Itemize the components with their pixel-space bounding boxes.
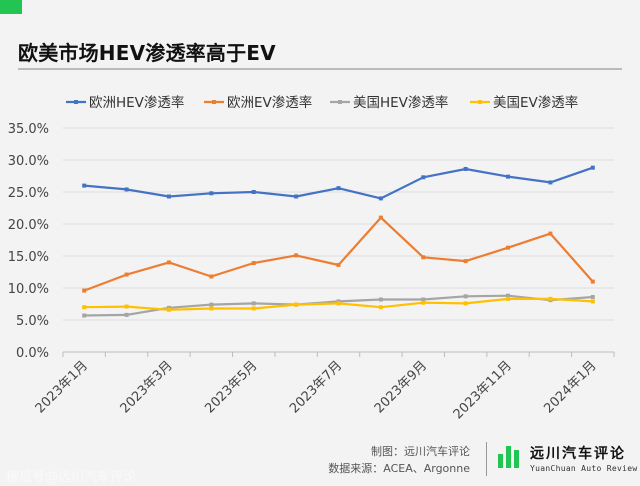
watermark: 搜狐号@远川汽车评论 [6,470,137,485]
series-美国EV渗透率 [82,296,595,312]
y-tick-label: 0.0% [16,346,49,361]
top-accent-bar [0,0,22,14]
data-point [421,297,426,302]
x-tick-label: 2023年7月 [287,358,345,416]
x-axis [62,351,615,357]
data-point [336,186,341,191]
y-tick-label: 35.0% [8,122,49,137]
brand-bars-icon [498,446,528,468]
x-tick-label: 2023年5月 [202,358,260,416]
x-tick-label: 2023年9月 [372,358,430,416]
data-point [378,305,383,310]
data-point [463,166,468,171]
data-point [82,313,87,318]
data-point [294,194,299,199]
x-tick-label: 2023年11月 [451,358,515,422]
data-source: 数据来源：ACEA、Argonne [328,462,470,475]
data-point [82,288,87,293]
legend-label: 欧洲HEV渗透率 [89,94,184,111]
data-point [82,183,87,188]
y-tick-label: 20.0% [8,218,49,233]
data-point [463,301,468,306]
data-point [209,302,214,307]
legend-label: 美国EV渗透率 [493,94,578,111]
data-point [209,191,214,196]
data-point [82,305,87,310]
legend-marker [338,100,342,104]
grid-lines [63,127,614,321]
data-point [463,259,468,264]
legend-marker [74,100,78,104]
data-point [421,175,426,180]
data-point [251,301,256,306]
x-tick-label: 2023年3月 [118,358,176,416]
data-point [590,294,595,299]
data-point [590,279,595,284]
data-point [166,194,171,199]
y-tick-label: 30.0% [8,154,49,169]
data-point [506,174,511,179]
data-point [209,306,214,311]
data-point [378,196,383,201]
data-point [421,255,426,260]
data-point [294,253,299,258]
data-point [251,261,256,266]
legend-marker [478,100,482,104]
data-point [336,301,341,306]
data-point [506,245,511,250]
data-point [548,180,553,185]
data-point [166,260,171,265]
legend-label: 欧洲EV渗透率 [227,94,312,111]
x-tick-label: 2023年1月 [33,358,91,416]
y-tick-label: 10.0% [8,282,49,297]
data-point [506,293,511,298]
data-point [378,215,383,220]
y-tick-label: 15.0% [8,250,49,265]
data-point [378,297,383,302]
x-axis-ticks: 2023年1月 2023年3月 2023年5月 2023年7月 2023年9月 2023年… [33,358,600,422]
legend-label: 美国HEV渗透率 [353,94,448,111]
series-line [84,166,594,200]
y-tick-label: 5.0% [16,314,49,329]
data-point [124,272,129,277]
brand-subtitle: YuanChuan Auto Review [530,464,638,473]
data-point [548,296,553,301]
data-point [209,274,214,279]
footer-divider [486,442,487,476]
series-line [83,216,594,292]
data-point [421,300,426,305]
title-divider [18,68,622,70]
data-point [166,307,171,312]
data-point [294,302,299,307]
series-欧洲EV渗透率 [82,215,595,293]
data-point [124,312,129,317]
data-point [251,306,256,311]
series-美国HEV渗透率 [82,293,595,318]
x-tick-label: 2024年1月 [541,358,599,416]
y-axis-ticks: 0.0% 5.0% 10.0% 15.0% 20.0% 25.0% 30.0% 35.0% [8,122,49,361]
data-point [124,187,129,192]
data-point [548,231,553,236]
data-point [590,165,595,170]
chart-legend: 欧洲HEV渗透率 欧洲EV渗透率 美国HEV渗透率 美国EV渗透率 [66,94,578,111]
data-point [463,294,468,299]
data-point [590,299,595,304]
data-point [506,296,511,301]
chart-title: 欧美市场HEV渗透率高于EV [18,41,276,65]
data-point [251,190,256,194]
legend-marker [212,100,216,104]
chart-credit: 制图：远川汽车评论 [371,445,470,458]
data-point [336,262,341,267]
series-lines [82,165,595,318]
data-point [124,304,129,309]
brand-name: 远川汽车评论 [530,446,626,462]
series-欧洲HEV渗透率 [82,165,595,201]
y-tick-label: 25.0% [8,186,49,201]
line-chart: 欧洲HEV渗透率 欧洲EV渗透率 美国HEV渗透率 美国EV渗透率 0.0% 5.0% 1… [8,94,615,422]
